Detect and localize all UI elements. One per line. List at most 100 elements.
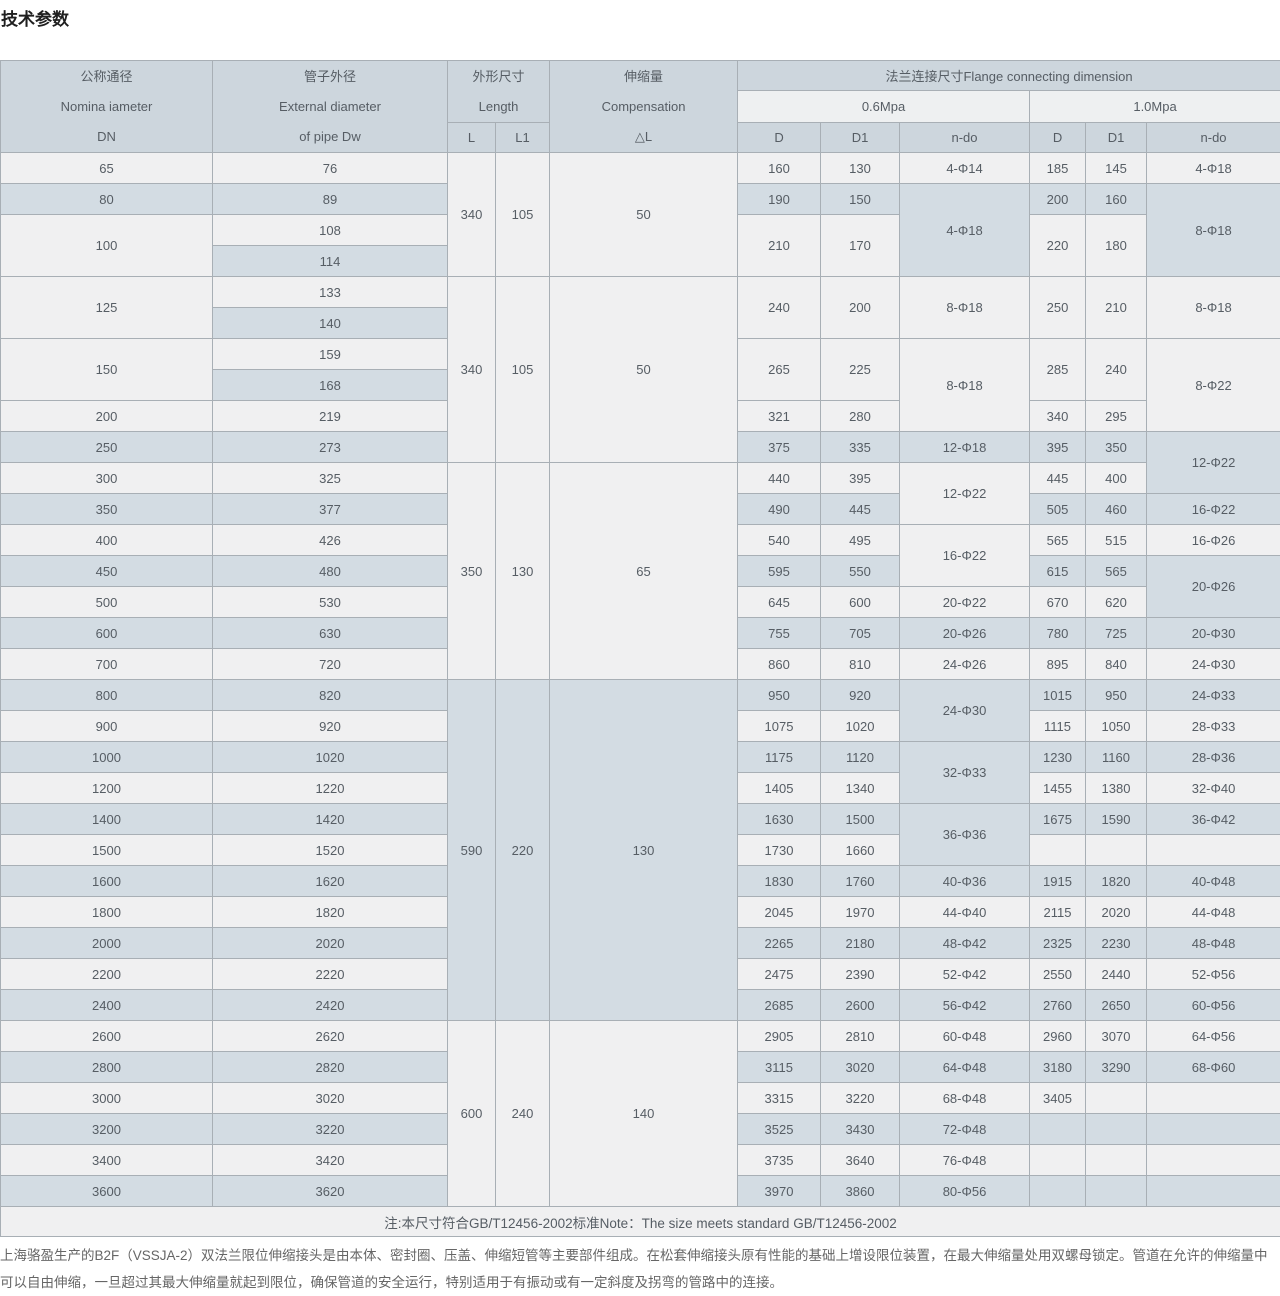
cell-d06: 755 bbox=[738, 618, 821, 649]
cell-l1: 105 bbox=[496, 277, 550, 463]
cell-d10 bbox=[1030, 835, 1086, 866]
cell-dn: 2800 bbox=[1, 1052, 213, 1083]
cell-dw: 1220 bbox=[213, 773, 448, 804]
table-footer: 注:本尺寸符合GB/T12456-2002标准Note：The size mee… bbox=[1, 1207, 1280, 1237]
cell-d10: 2550 bbox=[1030, 959, 1086, 990]
cell-d110 bbox=[1086, 1145, 1147, 1176]
header-pressure-10: 1.0Mpa bbox=[1030, 91, 1280, 123]
cell-ndo10: 68-Φ60 bbox=[1147, 1052, 1280, 1083]
header-dw: 管子外径 External diameter of pipe Dw bbox=[213, 61, 448, 153]
cell-d06: 3315 bbox=[738, 1083, 821, 1114]
cell-ndo10: 24-Φ33 bbox=[1147, 680, 1280, 711]
cell-dn: 1000 bbox=[1, 742, 213, 773]
cell-dw: 140 bbox=[213, 308, 448, 339]
header-flange: 法兰连接尺寸Flange connecting dimension bbox=[738, 61, 1280, 91]
cell-dw: 108 bbox=[213, 215, 448, 246]
cell-d106: 2180 bbox=[821, 928, 900, 959]
cell-d06: 2905 bbox=[738, 1021, 821, 1052]
cell-ndo06: 16-Φ22 bbox=[900, 525, 1030, 587]
cell-ndo06: 80-Φ56 bbox=[900, 1176, 1030, 1207]
cell-ndo06: 8-Φ18 bbox=[900, 339, 1030, 432]
cell-d106: 2600 bbox=[821, 990, 900, 1021]
cell-ndo06: 56-Φ42 bbox=[900, 990, 1030, 1021]
cell-ndo10: 44-Φ48 bbox=[1147, 897, 1280, 928]
header-dw-sym: of pipe Dw bbox=[213, 122, 447, 152]
cell-d110: 2650 bbox=[1086, 990, 1147, 1021]
cell-ndo06: 52-Φ42 bbox=[900, 959, 1030, 990]
cell-dn: 450 bbox=[1, 556, 213, 587]
cell-d106: 150 bbox=[821, 184, 900, 215]
cell-d110: 160 bbox=[1086, 184, 1147, 215]
cell-ndo06: 24-Φ30 bbox=[900, 680, 1030, 742]
cell-dn: 800 bbox=[1, 680, 213, 711]
cell-dn: 1500 bbox=[1, 835, 213, 866]
cell-ndo06: 8-Φ18 bbox=[900, 277, 1030, 339]
cell-ndo10: 24-Φ30 bbox=[1147, 649, 1280, 680]
cell-d10: 445 bbox=[1030, 463, 1086, 494]
cell-d10: 1915 bbox=[1030, 866, 1086, 897]
cell-d06: 2685 bbox=[738, 990, 821, 1021]
cell-d10: 340 bbox=[1030, 401, 1086, 432]
cell-d106: 1660 bbox=[821, 835, 900, 866]
header-col-d-10: D bbox=[1030, 123, 1086, 153]
header-length-en: Length bbox=[448, 92, 549, 122]
cell-d06: 595 bbox=[738, 556, 821, 587]
cell-d10: 1455 bbox=[1030, 773, 1086, 804]
cell-d10: 1675 bbox=[1030, 804, 1086, 835]
cell-d06: 1075 bbox=[738, 711, 821, 742]
cell-d110: 2230 bbox=[1086, 928, 1147, 959]
cell-l: 600 bbox=[448, 1021, 496, 1207]
cell-d06: 1830 bbox=[738, 866, 821, 897]
cell-d106: 1500 bbox=[821, 804, 900, 835]
cell-dw: 2620 bbox=[213, 1021, 448, 1052]
cell-d110: 1160 bbox=[1086, 742, 1147, 773]
cell-d06: 540 bbox=[738, 525, 821, 556]
cell-d10: 3180 bbox=[1030, 1052, 1086, 1083]
cell-d106: 550 bbox=[821, 556, 900, 587]
header-dn: 公称通径 Nomina iameter DN bbox=[1, 61, 213, 153]
cell-d106: 445 bbox=[821, 494, 900, 525]
cell-d106: 170 bbox=[821, 215, 900, 277]
cell-dn: 150 bbox=[1, 339, 213, 401]
cell-ndo06: 68-Φ48 bbox=[900, 1083, 1030, 1114]
cell-d10: 2960 bbox=[1030, 1021, 1086, 1052]
cell-d106: 280 bbox=[821, 401, 900, 432]
cell-dn: 1200 bbox=[1, 773, 213, 804]
cell-l: 340 bbox=[448, 277, 496, 463]
cell-dn: 2600 bbox=[1, 1021, 213, 1052]
cell-dw: 3020 bbox=[213, 1083, 448, 1114]
cell-d110: 1050 bbox=[1086, 711, 1147, 742]
header-compensation-sym: △L bbox=[550, 122, 737, 152]
cell-dl: 140 bbox=[550, 1021, 738, 1207]
header-col-d-06: D bbox=[738, 123, 821, 153]
cell-d106: 1970 bbox=[821, 897, 900, 928]
cell-d06: 1730 bbox=[738, 835, 821, 866]
cell-ndo10: 8-Φ18 bbox=[1147, 184, 1280, 277]
cell-d106: 130 bbox=[821, 153, 900, 184]
cell-dw: 3420 bbox=[213, 1145, 448, 1176]
spec-table: 公称通径 Nomina iameter DN 管子外径 External dia… bbox=[0, 60, 1280, 1237]
cell-ndo06: 12-Φ22 bbox=[900, 463, 1030, 525]
cell-dw: 377 bbox=[213, 494, 448, 525]
cell-d106: 3020 bbox=[821, 1052, 900, 1083]
cell-ndo06: 64-Φ48 bbox=[900, 1052, 1030, 1083]
cell-d06: 375 bbox=[738, 432, 821, 463]
cell-ndo06: 32-Φ33 bbox=[900, 742, 1030, 804]
cell-dn: 3200 bbox=[1, 1114, 213, 1145]
cell-dw: 114 bbox=[213, 246, 448, 277]
cell-dw: 530 bbox=[213, 587, 448, 618]
cell-ndo10: 16-Φ22 bbox=[1147, 494, 1280, 525]
cell-d110 bbox=[1086, 1176, 1147, 1207]
cell-d10: 3405 bbox=[1030, 1083, 1086, 1114]
cell-d10: 200 bbox=[1030, 184, 1086, 215]
cell-ndo10 bbox=[1147, 1145, 1280, 1176]
cell-d110: 145 bbox=[1086, 153, 1147, 184]
cell-dw: 1620 bbox=[213, 866, 448, 897]
cell-d06: 2045 bbox=[738, 897, 821, 928]
header-length: 外形尺寸 Length bbox=[448, 61, 550, 123]
cell-ndo06: 12-Φ18 bbox=[900, 432, 1030, 463]
cell-d10: 615 bbox=[1030, 556, 1086, 587]
cell-dn: 2200 bbox=[1, 959, 213, 990]
header-pressure-06: 0.6Mpa bbox=[738, 91, 1030, 123]
